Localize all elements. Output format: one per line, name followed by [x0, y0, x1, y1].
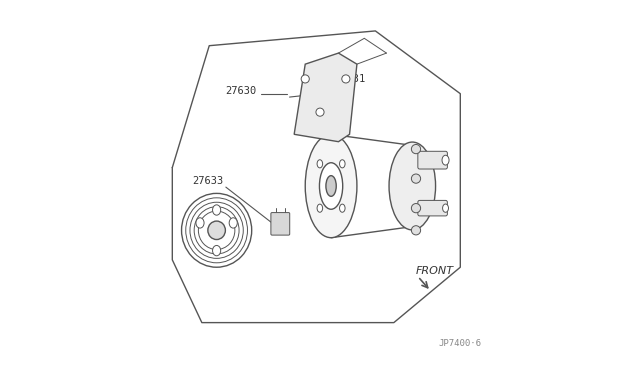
Ellipse shape: [412, 203, 420, 213]
Ellipse shape: [208, 221, 225, 240]
Ellipse shape: [317, 160, 323, 168]
Ellipse shape: [301, 75, 309, 83]
Ellipse shape: [196, 218, 204, 228]
Ellipse shape: [326, 176, 336, 196]
FancyBboxPatch shape: [418, 151, 447, 169]
Text: 27631: 27631: [334, 74, 365, 84]
Ellipse shape: [412, 226, 420, 235]
Text: 27633: 27633: [192, 176, 223, 186]
Ellipse shape: [442, 155, 449, 165]
Ellipse shape: [317, 204, 323, 212]
Ellipse shape: [389, 142, 436, 230]
Polygon shape: [294, 53, 357, 142]
Ellipse shape: [340, 160, 345, 168]
Ellipse shape: [443, 204, 449, 212]
Ellipse shape: [182, 193, 252, 267]
Ellipse shape: [229, 218, 237, 228]
Ellipse shape: [342, 75, 350, 83]
Ellipse shape: [305, 134, 357, 238]
Ellipse shape: [319, 163, 342, 209]
Text: JP7400·6: JP7400·6: [439, 340, 482, 349]
Ellipse shape: [212, 246, 221, 256]
Text: FRONT: FRONT: [416, 266, 454, 276]
Ellipse shape: [412, 144, 420, 154]
FancyBboxPatch shape: [418, 201, 447, 216]
FancyBboxPatch shape: [271, 212, 290, 235]
Text: 27630: 27630: [225, 86, 256, 96]
Ellipse shape: [412, 174, 420, 183]
Ellipse shape: [340, 204, 345, 212]
Ellipse shape: [212, 205, 221, 215]
Ellipse shape: [316, 108, 324, 116]
